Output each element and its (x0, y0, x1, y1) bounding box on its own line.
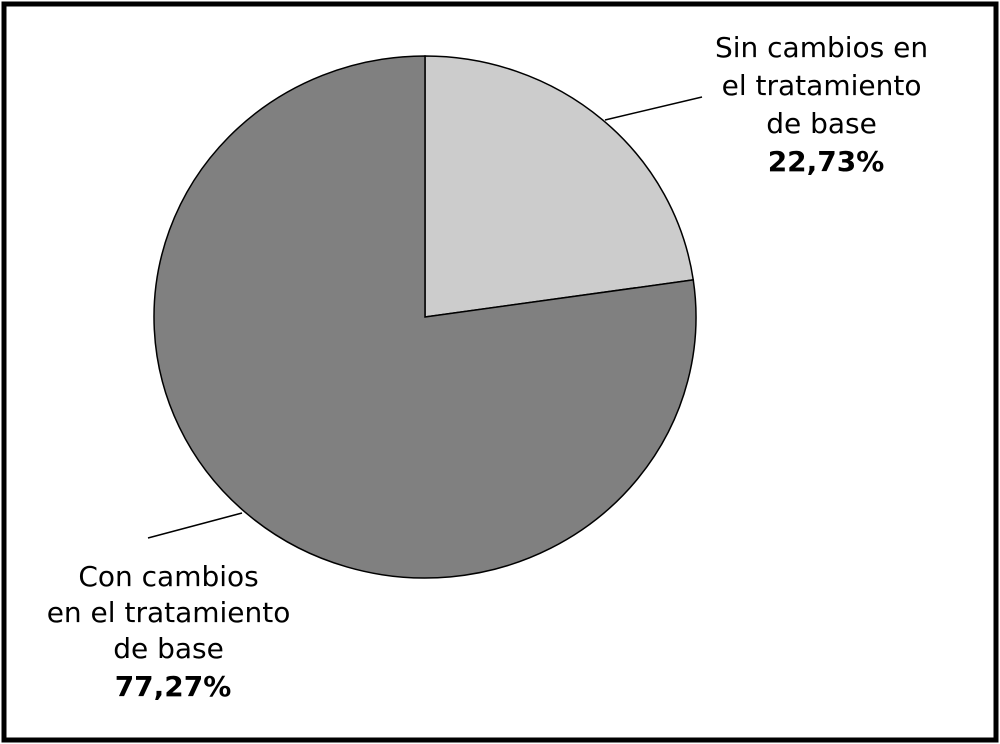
label-con-cambios: Con cambios en el tratamiento de base 77… (47, 560, 300, 703)
pie-slice-1 (153, 55, 697, 579)
leader-line-sin-cambios (604, 96, 703, 121)
label-sin-cambios: Sin cambios en el tratamiento de base 22… (715, 31, 937, 178)
pie-slice-0 (424, 55, 695, 318)
leader-line-con-cambios (147, 512, 243, 539)
